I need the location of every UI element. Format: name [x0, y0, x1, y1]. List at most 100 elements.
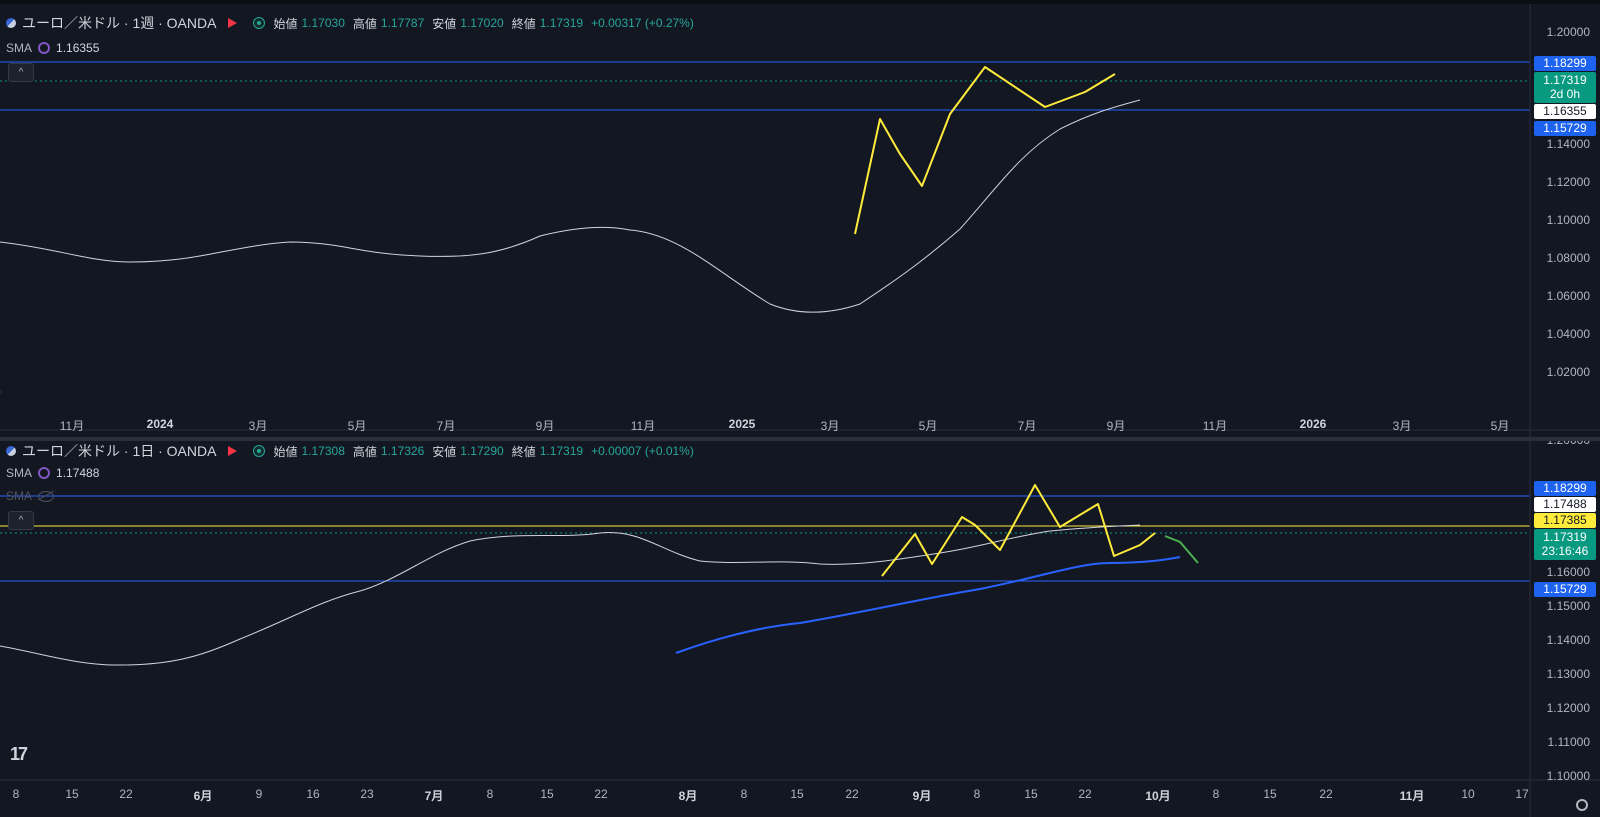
time-tick-label: 11月 — [1399, 789, 1425, 803]
eur-usd-flag-icon — [6, 18, 16, 28]
daily-chart-pane[interactable]: ユーロ／米ドル · 1日 · OANDA 始値 1.17308 高値 1.17326… — [0, 441, 1600, 817]
time-tick-label: 9月 — [535, 419, 555, 433]
flag-marker-icon[interactable] — [228, 446, 238, 456]
time-tick-label: 9月 — [1106, 419, 1126, 433]
sma-hidden-indicator-row[interactable]: SMA — [6, 489, 55, 503]
time-tick-label: 23 — [360, 787, 374, 801]
close-price-tag: 1.17319 23:16:46 — [1534, 529, 1596, 560]
high-value: 1.17787 — [380, 16, 425, 30]
collapse-legend-button[interactable]: ^ — [8, 511, 34, 530]
lower-line-price-tag: 1.15729 — [1534, 582, 1596, 597]
close-label: 終値 — [511, 16, 536, 31]
time-tick-label: 8 — [486, 787, 494, 801]
yellow-line-price-tag: 1.17385 — [1534, 513, 1596, 528]
sma-value: 1.17488 — [56, 466, 100, 480]
low-label: 安値 — [432, 444, 457, 459]
tradingview-logo[interactable]: 17 — [10, 744, 28, 764]
flag-marker-icon[interactable] — [228, 18, 238, 28]
low-value: 1.17020 — [460, 16, 504, 30]
time-tick-label: 2025 — [728, 417, 756, 431]
price-tick-label: 1.20000 — [1546, 25, 1590, 39]
time-tick-label: 22 — [1319, 787, 1333, 801]
upper-line-price-tag: 1.18299 — [1534, 56, 1596, 71]
time-tick-label: 2026 — [1299, 417, 1327, 431]
time-tick-label: 5月 — [1490, 419, 1510, 433]
time-tick-label: 5月 — [918, 419, 938, 433]
weekly-chart-pane[interactable]: ユーロ／米ドル · 1週 · OANDA 始値 1.17030 高値 1.17787… — [0, 4, 1600, 437]
symbol-title[interactable]: ユーロ／米ドル · 1週 · OANDA — [22, 15, 217, 31]
sma-settings-icon[interactable] — [38, 467, 51, 479]
window-top-strip — [0, 0, 1600, 4]
time-tick-label: 7月 — [436, 419, 456, 433]
pane-divider[interactable] — [0, 437, 1600, 441]
time-tick-label: 16 — [306, 787, 320, 801]
market-status-icon — [253, 17, 266, 29]
change-value: +0.00317 (+0.27%) — [591, 16, 694, 30]
time-tick-label: 22 — [119, 787, 133, 801]
sma-indicator-row[interactable]: SMA 1.17488 — [6, 466, 99, 480]
open-value: 1.17030 — [301, 16, 345, 30]
price-tick-label: 1.02000 — [1546, 365, 1590, 379]
collapse-legend-button[interactable]: ^ — [8, 63, 34, 82]
price-tick-label: 1.14000 — [1546, 137, 1590, 151]
time-tick-label: 3月 — [248, 419, 268, 433]
time-tick-label: 22 — [845, 787, 859, 801]
time-tick-label: 5月 — [347, 419, 367, 433]
time-tick-label: 9月 — [912, 789, 932, 803]
price-tick-label: 1.20000 — [1547, 441, 1590, 447]
price-tick-label: 1.14000 — [1546, 633, 1590, 647]
close-tag-value: 1.17319 — [1543, 530, 1587, 544]
weekly-chart-canvas[interactable] — [0, 4, 1600, 437]
low-label: 安値 — [432, 16, 457, 31]
time-tick-label: 11月 — [630, 419, 656, 433]
time-tick-label: 8 — [12, 787, 20, 801]
price-tick-label: 1.06000 — [1546, 289, 1590, 303]
time-tick-label: 8 — [740, 787, 748, 801]
symbol-title[interactable]: ユーロ／米ドル · 1日 · OANDA — [22, 443, 217, 459]
time-tick-label: 10月 — [1145, 789, 1171, 803]
sma-value: 1.16355 — [56, 41, 100, 55]
close-value: 1.17319 — [539, 16, 584, 30]
price-tick-label: 1.04000 — [1546, 327, 1590, 341]
market-status-icon — [253, 445, 266, 457]
close-price-tag: 1.17319 2d 0h — [1534, 72, 1596, 103]
daily-chart-canvas[interactable] — [0, 441, 1600, 817]
time-tick-label: 8 — [1212, 787, 1220, 801]
close-tag-value: 1.17319 — [1543, 73, 1587, 87]
sma-long-line — [675, 556, 1181, 654]
countdown-value: 2d 0h — [1549, 87, 1581, 101]
lower-line-price-tag: 1.15729 — [1534, 121, 1596, 136]
upper-line-price-tag: 1.18299 — [1534, 481, 1596, 496]
high-label: 高値 — [352, 16, 377, 31]
time-tick-label: 15 — [65, 787, 79, 801]
close-value: 1.17319 — [539, 444, 584, 458]
time-tick-label: 15 — [540, 787, 554, 801]
eur-usd-flag-icon — [6, 446, 16, 456]
yellow-trend-annotation — [854, 66, 1116, 235]
time-tick-label: 22 — [594, 787, 608, 801]
time-tick-label: 22 — [1078, 787, 1092, 801]
sma2-label: SMA — [6, 489, 33, 503]
price-tick-label: 1.13000 — [1546, 667, 1590, 681]
price-tick-label: 1.11000 — [1547, 735, 1591, 749]
sma-price-tag: 1.16355 — [1534, 104, 1596, 119]
high-label: 高値 — [352, 444, 377, 459]
price-tick-label: 1.08000 — [1546, 251, 1590, 265]
gear-icon[interactable] — [1576, 799, 1588, 811]
time-tick-label: 9 — [255, 787, 263, 801]
time-tick-label: 15 — [1263, 787, 1277, 801]
price-tick-label: 1.12000 — [1546, 175, 1590, 189]
sma-price-tag: 1.17488 — [1534, 497, 1596, 512]
sma-indicator-row[interactable]: SMA 1.16355 — [6, 41, 99, 55]
sma-label: SMA — [6, 41, 33, 55]
price-tick-label: 1.10000 — [1546, 769, 1590, 783]
time-tick-label: 2024 — [146, 417, 174, 431]
green-forecast-annotation — [1164, 535, 1199, 564]
price-tick-label: 1.16000 — [1546, 565, 1590, 579]
open-label: 始値 — [273, 16, 298, 31]
eye-off-icon[interactable] — [38, 490, 55, 502]
price-tick-label: 1.15000 — [1546, 599, 1590, 613]
time-tick-label: 7月 — [1017, 419, 1037, 433]
time-tick-label: 17 — [1515, 787, 1529, 801]
sma-settings-icon[interactable] — [38, 42, 51, 54]
